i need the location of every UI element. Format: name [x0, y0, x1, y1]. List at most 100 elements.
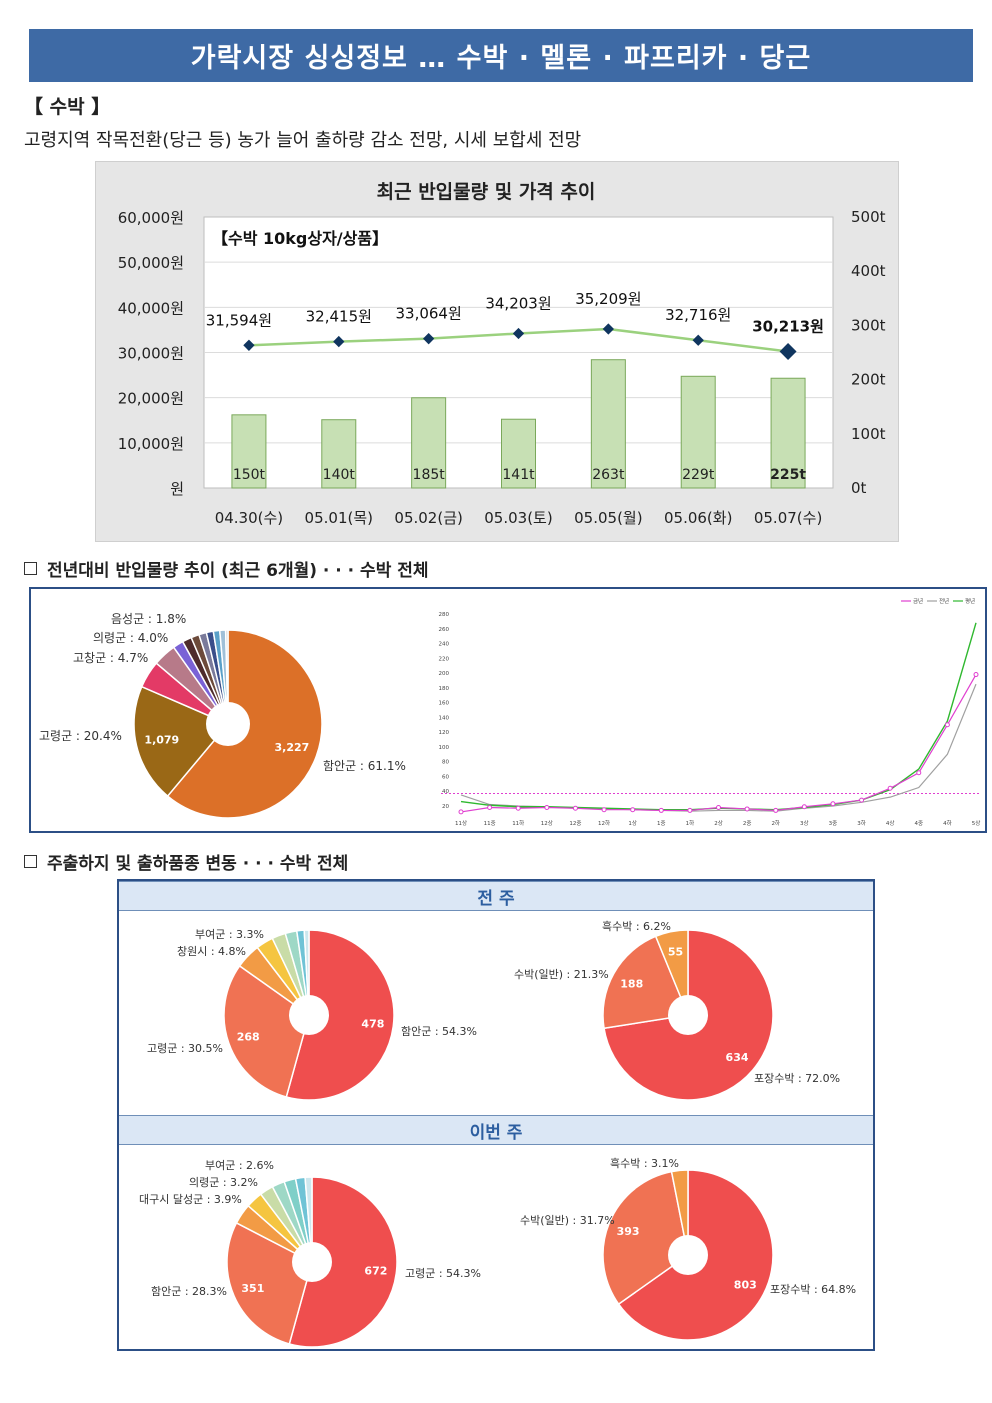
pie-slice [224, 629, 229, 725]
series-point [887, 785, 893, 791]
pie-slice-label: 고령군 : 30.5% [147, 1042, 223, 1055]
pie-slice [303, 929, 310, 1016]
y-left-tick: 30,000원 [118, 345, 184, 363]
y-left-tick: 60,000원 [118, 209, 184, 227]
donut-hole [206, 702, 250, 746]
pie-slice-label: 의령군 : 3.2% [189, 1176, 258, 1189]
series-point [572, 805, 578, 811]
series-point [687, 807, 693, 813]
pie-value-label: 393 [617, 1225, 640, 1238]
series-point [801, 804, 807, 810]
x-tick: 2하 [771, 819, 780, 827]
prev-week-origin-pie: 478 268 함안군 : 54.3% 고령군 : 30.5% 창원시 : 4.8% 부여… [147, 928, 477, 1101]
pie-slice-label: 흑수박 : 6.2% [602, 919, 671, 933]
this-week-header: 이번 주 [119, 1115, 873, 1145]
x-tick: 4상 [886, 819, 895, 827]
pie-slice-label: 의령군 : 4.0% [93, 631, 168, 645]
pie-value-label: 634 [726, 1051, 749, 1064]
x-tick-label: 05.05(월) [574, 509, 642, 527]
x-tick: 12상 [541, 819, 553, 827]
y-tick: 220 [439, 656, 450, 662]
series-point [544, 804, 550, 810]
bar [501, 418, 536, 489]
y-left-tick: 원 [170, 480, 184, 498]
y-tick: 140 [439, 715, 450, 721]
bar [590, 359, 626, 489]
donut-hole [668, 995, 708, 1035]
y-tick: 80 [442, 760, 449, 766]
prev-week-header: 전 주 [119, 881, 873, 911]
x-tick: 2중 [743, 820, 752, 827]
y-right-tick: 200t [851, 371, 886, 389]
price-label: 33,064원 [395, 305, 461, 323]
series-point [487, 804, 493, 810]
x-tick-label: 05.02(금) [394, 509, 462, 527]
x-tick: 1하 [686, 819, 695, 827]
section3-text: 주출하지 및 출하품종 변동 · · · 수박 전체 [47, 854, 349, 874]
y-tick: 120 [439, 730, 450, 736]
x-tick: 3중 [829, 820, 838, 827]
price-marker [779, 343, 797, 361]
series-point [515, 805, 521, 811]
price-label: 31,594원 [206, 311, 272, 329]
y-tick: 280 [439, 612, 450, 618]
price-volume-chart: 최근 반입물량 및 가격 추이 【수박 10kg상자/상품】 60,000원 50,0… [118, 181, 886, 527]
bar-label: 225t [770, 467, 806, 483]
weekly-origin-panel: 전 주 478 268 함안군 : 54.3% 고령군 : 30.5% 창원시 : 4.… [117, 879, 875, 1351]
series-point [601, 807, 607, 813]
x-tick-label: 05.03(토) [484, 509, 552, 527]
pie-value-label: 351 [241, 1282, 264, 1295]
x-tick: 2상 [714, 819, 723, 827]
pie-slice-label: 고령군 : 54.3% [405, 1267, 481, 1280]
pie-slice [602, 1170, 689, 1306]
x-tick: 1중 [657, 820, 666, 827]
bar [770, 377, 806, 489]
pie-value-label: 3,227 [275, 741, 310, 754]
y-tick: 260 [439, 627, 450, 633]
series-point [658, 807, 664, 813]
y-left-tick: 40,000원 [118, 299, 184, 317]
this-week-origin-pie: 672 351 고령군 : 54.3% 함안군 : 28.3% 대구시 달성군 : 3.… [139, 1159, 481, 1348]
pie-slice-label: 함안군 : 54.3% [401, 1025, 477, 1038]
bar-label: 140t [323, 467, 356, 483]
pie-value-label: 188 [620, 977, 643, 990]
pie-slice [670, 1169, 689, 1256]
y-right-tick: 100t [851, 425, 886, 443]
volume-trend-line-chart: 280 260 240 220 200 180 160 140 120 100 80 60 40 20 11… [439, 597, 981, 827]
series-point [973, 672, 979, 678]
y-right-tick: 0t [851, 479, 867, 497]
y-tick: 100 [439, 745, 450, 751]
y-right-tick: 300t [851, 316, 886, 334]
price-label: 30,213원 [752, 318, 824, 336]
y-left-tick: 50,000원 [118, 254, 184, 272]
pie-slice-label: 음성군 : 1.8% [111, 612, 186, 626]
pie-slice-label: 흑수박 : 3.1% [610, 1156, 679, 1170]
x-tick: 11상 [455, 819, 467, 827]
price-marker [512, 327, 525, 340]
section3-label: 주출하지 및 출하품종 변동 · · · 수박 전체 [24, 849, 348, 874]
legend-label: 전년 [939, 597, 949, 605]
pie-slice-label: 부여군 : 3.3% [195, 928, 264, 941]
y-tick: 160 [439, 701, 450, 707]
bar-label: 141t [502, 467, 535, 483]
series-point [744, 806, 750, 812]
series-point [458, 809, 464, 815]
donut-hole [292, 1242, 332, 1282]
series-line [460, 683, 977, 812]
prev-week-variety-pie: 634 188 55 포장수박 : 72.0% 수박(일반) : 21.3% 흑수박 : … [514, 919, 840, 1101]
price-marker [333, 335, 345, 348]
price-marker [422, 333, 435, 345]
x-tick: 5상 [972, 819, 981, 827]
pie-value-label: 55 [668, 946, 683, 959]
y-right-tick: 500t [851, 208, 886, 226]
price-label: 32,716원 [665, 306, 731, 324]
y-right-tick: 400t [851, 262, 886, 280]
chart-title: 최근 반입물량 및 가격 추이 [377, 181, 596, 203]
pie-slice [288, 1176, 398, 1348]
bar [411, 397, 447, 489]
bar [321, 419, 357, 489]
y-tick: 180 [439, 686, 450, 692]
bar-label: 229t [682, 467, 715, 483]
bar [680, 375, 716, 489]
y-tick: 240 [439, 642, 450, 648]
